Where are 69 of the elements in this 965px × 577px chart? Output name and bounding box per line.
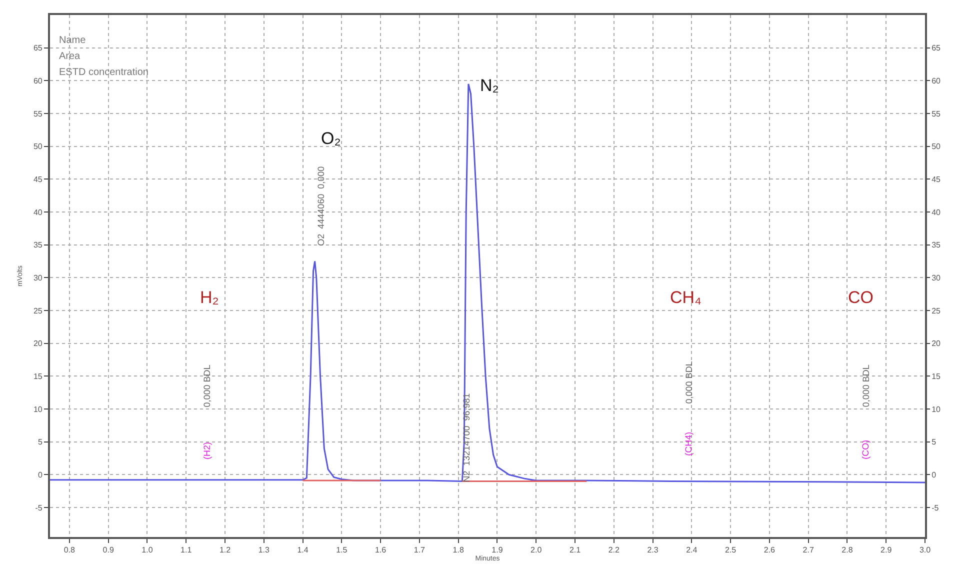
y-tick-label: 20: [33, 339, 43, 348]
annotation: (CO): [860, 440, 871, 460]
x-tick-label: 1.2: [219, 546, 232, 555]
x-tick-label: 2.2: [608, 546, 620, 555]
x-tick-label: 2.0: [530, 546, 542, 555]
annotation: (H2): [202, 442, 212, 460]
y-tick-label: 15: [33, 372, 43, 381]
y2-tick-label: 40: [932, 208, 942, 217]
y2-tick-label: 35: [932, 240, 942, 250]
y-tick-label: 65: [33, 44, 43, 53]
annotation: CO: [848, 288, 874, 307]
x-tick-label: 2.8: [842, 546, 854, 555]
y2-tick-label: 5: [932, 438, 937, 447]
y-tick-label: 10: [33, 404, 43, 414]
y-tick-label: 35: [33, 240, 43, 250]
y-tick-label: 45: [33, 174, 43, 184]
annotation: CH₄: [670, 288, 702, 307]
annotation: 0,000 BDL: [684, 361, 694, 404]
annotation: ESTD concentration: [59, 67, 148, 78]
annotation: H₂: [200, 288, 219, 307]
y2-tick-label: 20: [932, 339, 942, 348]
y2-tick-label: 10: [932, 404, 942, 414]
y-tick-label: -5: [35, 503, 43, 512]
y-tick-label: 55: [33, 109, 43, 118]
annotation: O₂: [321, 129, 341, 148]
y2-tick-label: 50: [932, 142, 942, 152]
y-tick-label: 30: [33, 273, 43, 282]
x-tick-label: 1.4: [297, 546, 309, 555]
y2-tick-label: -5: [932, 503, 940, 512]
annotation: 0,000 BDL: [202, 364, 212, 408]
annotation: Area: [59, 51, 81, 62]
y-tick-label: 25: [33, 306, 43, 316]
y2-tick-label: 55: [932, 109, 942, 118]
y2-tick-label: 15: [932, 372, 942, 381]
x-tick-label: 1.0: [142, 546, 154, 555]
x-tick-label: 1.3: [258, 546, 270, 555]
annotation: (CH4): [684, 432, 694, 456]
y2-tick-label: 65: [932, 44, 942, 53]
x-tick-label: 2.9: [880, 546, 892, 555]
x-tick-label: 1.6: [374, 546, 387, 555]
x-tick-label: 2.7: [802, 546, 814, 555]
y2-tick-label: 25: [932, 306, 942, 316]
x-tick-label: 2.4: [686, 546, 698, 555]
annotation: N2 13214700 96,981: [462, 393, 472, 482]
annotation: Name: [59, 35, 86, 46]
y2-tick-label: 45: [932, 174, 942, 184]
x-tick-label: 1.5: [336, 546, 348, 555]
x-tick-label: 2.3: [647, 546, 659, 555]
annotation: N₂: [480, 76, 499, 95]
y-tick-label: 5: [38, 438, 43, 447]
y2-tick-label: 30: [932, 273, 942, 282]
x-tick-label: 2.5: [724, 546, 737, 555]
x-tick-label: 1.8: [452, 546, 464, 555]
annotation: 0,000 BDL: [860, 364, 871, 408]
annotation: O2 4444060 0,000: [316, 166, 326, 246]
y2-tick-label: 0: [932, 470, 937, 480]
y2-tick-label: 60: [932, 76, 942, 86]
x-tick-label: 0.8: [64, 546, 76, 555]
x-tick-label: 1.1: [180, 546, 192, 555]
x-tick-label: 3.0: [919, 546, 932, 555]
y-tick-label: 0: [38, 470, 43, 480]
x-tick-label: 2.6: [764, 546, 776, 555]
y-tick-label: 40: [33, 208, 43, 217]
x-tick-label: 2.1: [569, 546, 582, 555]
y-tick-label: 50: [33, 142, 43, 152]
x-tick-label: 1.7: [414, 546, 426, 555]
x-tick-label: 1.9: [492, 546, 504, 555]
y-tick-label: 60: [33, 76, 43, 86]
x-tick-label: 0.9: [102, 546, 114, 555]
